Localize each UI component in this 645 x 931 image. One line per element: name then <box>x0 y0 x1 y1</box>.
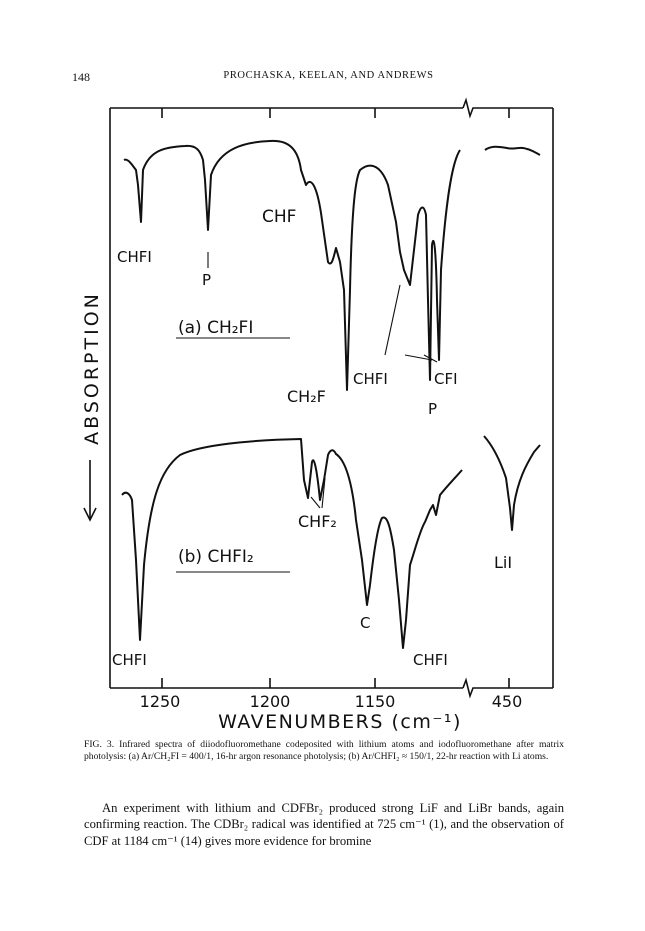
page-number: 148 <box>72 70 90 84</box>
page-header: 148 PROCHASKA, KEELAN, AND ANDREWS <box>72 70 585 86</box>
band-label: P <box>428 400 437 418</box>
panel-a-title: (a) CH₂FI <box>178 318 253 338</box>
y-axis: ABSORPTION <box>81 291 103 522</box>
band-label: P <box>202 271 211 289</box>
body-text: An experiment with lithium and CDFBr₂ pr… <box>84 800 564 849</box>
figure-frame <box>109 97 554 699</box>
x-axis-title: WAVENUMBERS (cm⁻¹) <box>218 711 462 733</box>
caption-text: Infrared spectra of diiodofluoromethane … <box>84 739 565 763</box>
band-label: CHF <box>262 207 296 227</box>
caption-fig-number: FIG. 3. <box>84 739 115 750</box>
panel-a-labels: (a) CH₂FI CHFI P CHF CH₂F CHFI CFI P <box>117 207 458 418</box>
x-tick-label: 1150 <box>355 692 396 711</box>
running-head: PROCHASKA, KEELAN, AND ANDREWS <box>223 70 434 81</box>
panel-b-labels: (b) CHFI₂ CHFI CHF₂ C CHFI LiI <box>112 512 512 669</box>
band-label: CHFI <box>117 248 152 266</box>
spectrum-b-trace <box>121 438 463 649</box>
band-label: CHF₂ <box>298 512 337 531</box>
band-label: CHFI <box>413 651 448 669</box>
spectrum-b-lii-trace <box>483 435 541 531</box>
spectrum-a-450-trace <box>484 145 541 156</box>
x-tick-label: 1250 <box>140 692 181 711</box>
figure-caption: FIG. 3. Infrared spectra of diiodofluoro… <box>84 739 564 763</box>
band-label: LiI <box>494 553 512 572</box>
y-axis-label: ABSORPTION <box>81 291 103 445</box>
band-label: CFI <box>434 370 458 388</box>
band-label: CHFI <box>353 370 388 388</box>
annotation-pointers <box>176 252 438 573</box>
x-tick-label: 450 <box>492 692 523 711</box>
band-label: CHFI <box>112 651 147 669</box>
spectrum-a-trace <box>123 139 461 391</box>
x-tick-label: 1200 <box>250 692 291 711</box>
panel-b-title: (b) CHFI₂ <box>178 547 254 567</box>
x-axis: 1250 1200 1150 450 WAVENUMBERS (cm⁻¹) <box>140 692 523 733</box>
band-label: C <box>360 614 370 632</box>
band-label: CH₂F <box>287 387 326 406</box>
body-paragraph: An experiment with lithium and CDFBr₂ pr… <box>84 801 564 848</box>
